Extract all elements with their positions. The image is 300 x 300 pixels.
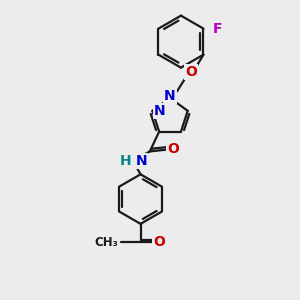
Text: H: H (120, 154, 131, 168)
Text: CH₃: CH₃ (94, 236, 118, 249)
Text: O: O (167, 142, 179, 156)
Text: N: N (154, 104, 166, 118)
Text: O: O (153, 236, 165, 249)
Text: F: F (212, 22, 222, 36)
Text: N: N (136, 154, 147, 168)
Text: O: O (185, 65, 197, 79)
Text: N: N (164, 88, 176, 103)
